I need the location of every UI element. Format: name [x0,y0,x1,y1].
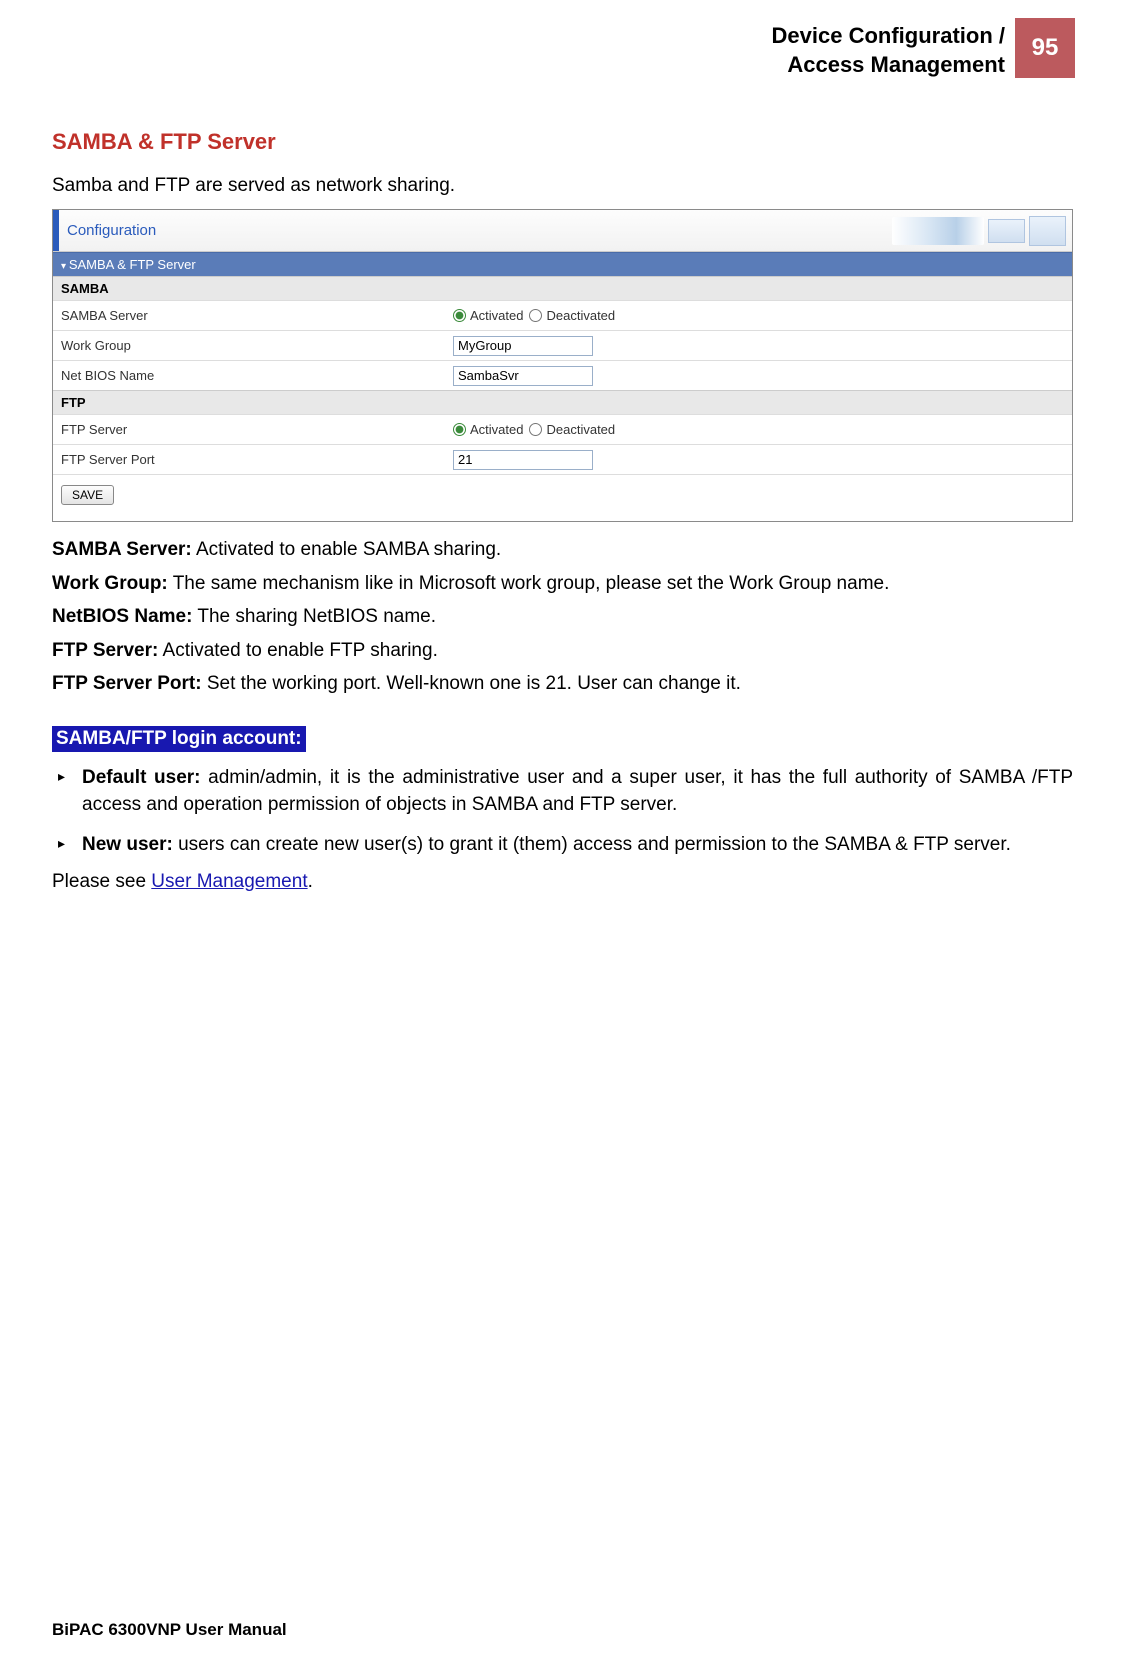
description-list: SAMBA Server: Activated to enable SAMBA … [52,536,1073,698]
page-header: Device Configuration / Access Management… [0,0,1125,79]
description-term: FTP Server: [52,640,158,661]
description-term: SAMBA Server: [52,539,192,560]
form-row: Work Group [53,330,1072,360]
text-input[interactable] [453,336,593,356]
config-accent-bar [53,210,59,251]
header-line2: Access Management [787,52,1005,77]
decor-wave [892,217,984,245]
footer-text: BiPAC 6300VNP User Manual [52,1620,287,1640]
radio-activated[interactable] [453,309,466,322]
text-input[interactable] [453,450,593,470]
decor-box-1 [988,219,1025,243]
login-bullets: Default user: admin/admin, it is the adm… [52,764,1073,859]
config-title: Configuration [67,222,156,239]
form-value [453,366,1072,386]
form-value [453,450,1072,470]
form-label: SAMBA Server [53,308,453,323]
text-input[interactable] [453,366,593,386]
save-row: SAVE [53,474,1072,521]
page-number-box: 95 [1015,18,1075,78]
section-title: SAMBA & FTP Server [52,129,1073,155]
page-number: 95 [1032,34,1059,62]
bullet-item: Default user: admin/admin, it is the adm… [82,764,1073,819]
description-text: Activated to enable FTP sharing. [158,640,438,661]
see-prefix: Please see [52,871,151,892]
section-band: SAMBA & FTP Server [53,252,1072,276]
header-line1: Device Configuration / [772,23,1005,48]
see-also: Please see User Management. [52,871,1073,893]
bullet-term: New user: [82,834,173,855]
description-term: Work Group: [52,573,168,594]
description-item: FTP Server: Activated to enable FTP shar… [52,637,1073,665]
form-label: FTP Server [53,422,453,437]
form-label: FTP Server Port [53,452,453,467]
config-screenshot: Configuration SAMBA & FTP Server SAMBA S… [52,209,1073,522]
bullet-text: admin/admin, it is the administrative us… [82,767,1073,816]
description-text: The sharing NetBIOS name. [192,606,436,627]
save-button[interactable]: SAVE [61,485,114,505]
description-text: Activated to enable SAMBA sharing. [192,539,501,560]
description-text: Set the working port. Well-known one is … [202,673,741,694]
description-item: Work Group: The same mechanism like in M… [52,570,1073,598]
samba-header: SAMBA [53,276,1072,300]
form-row: FTP Server Port [53,444,1072,474]
description-item: NetBIOS Name: The sharing NetBIOS name. [52,603,1073,631]
decor-box-2 [1029,216,1066,246]
header-title: Device Configuration / Access Management [772,18,1015,79]
radio-label: Activated [470,422,523,437]
description-item: SAMBA Server: Activated to enable SAMBA … [52,536,1073,564]
form-row: FTP Server Activated Deactivated [53,414,1072,444]
form-value: Activated Deactivated [453,308,1072,323]
radio-label: Deactivated [546,308,615,323]
form-label: Net BIOS Name [53,368,453,383]
bullet-item: New user: users can create new user(s) t… [82,831,1073,859]
config-decor [892,210,1072,251]
form-row: SAMBA Server Activated Deactivated [53,300,1072,330]
description-item: FTP Server Port: Set the working port. W… [52,670,1073,698]
form-value [453,336,1072,356]
radio-label: Activated [470,308,523,323]
see-suffix: . [308,871,313,892]
ftp-header: FTP [53,390,1072,414]
radio-activated[interactable] [453,423,466,436]
bullet-text: users can create new user(s) to grant it… [173,834,1011,855]
radio-deactivated[interactable] [529,423,542,436]
form-row: Net BIOS Name [53,360,1072,390]
user-management-link[interactable]: User Management [151,871,307,892]
description-text: The same mechanism like in Microsoft wor… [168,573,890,594]
description-term: FTP Server Port: [52,673,202,694]
config-header: Configuration [53,210,1072,252]
description-term: NetBIOS Name: [52,606,192,627]
content-area: SAMBA & FTP Server Samba and FTP are ser… [0,79,1125,892]
bullet-term: Default user: [82,767,201,788]
login-banner: SAMBA/FTP login account: [52,726,306,752]
radio-label: Deactivated [546,422,615,437]
radio-deactivated[interactable] [529,309,542,322]
form-value: Activated Deactivated [453,422,1072,437]
section-intro: Samba and FTP are served as network shar… [52,175,1073,197]
form-label: Work Group [53,338,453,353]
